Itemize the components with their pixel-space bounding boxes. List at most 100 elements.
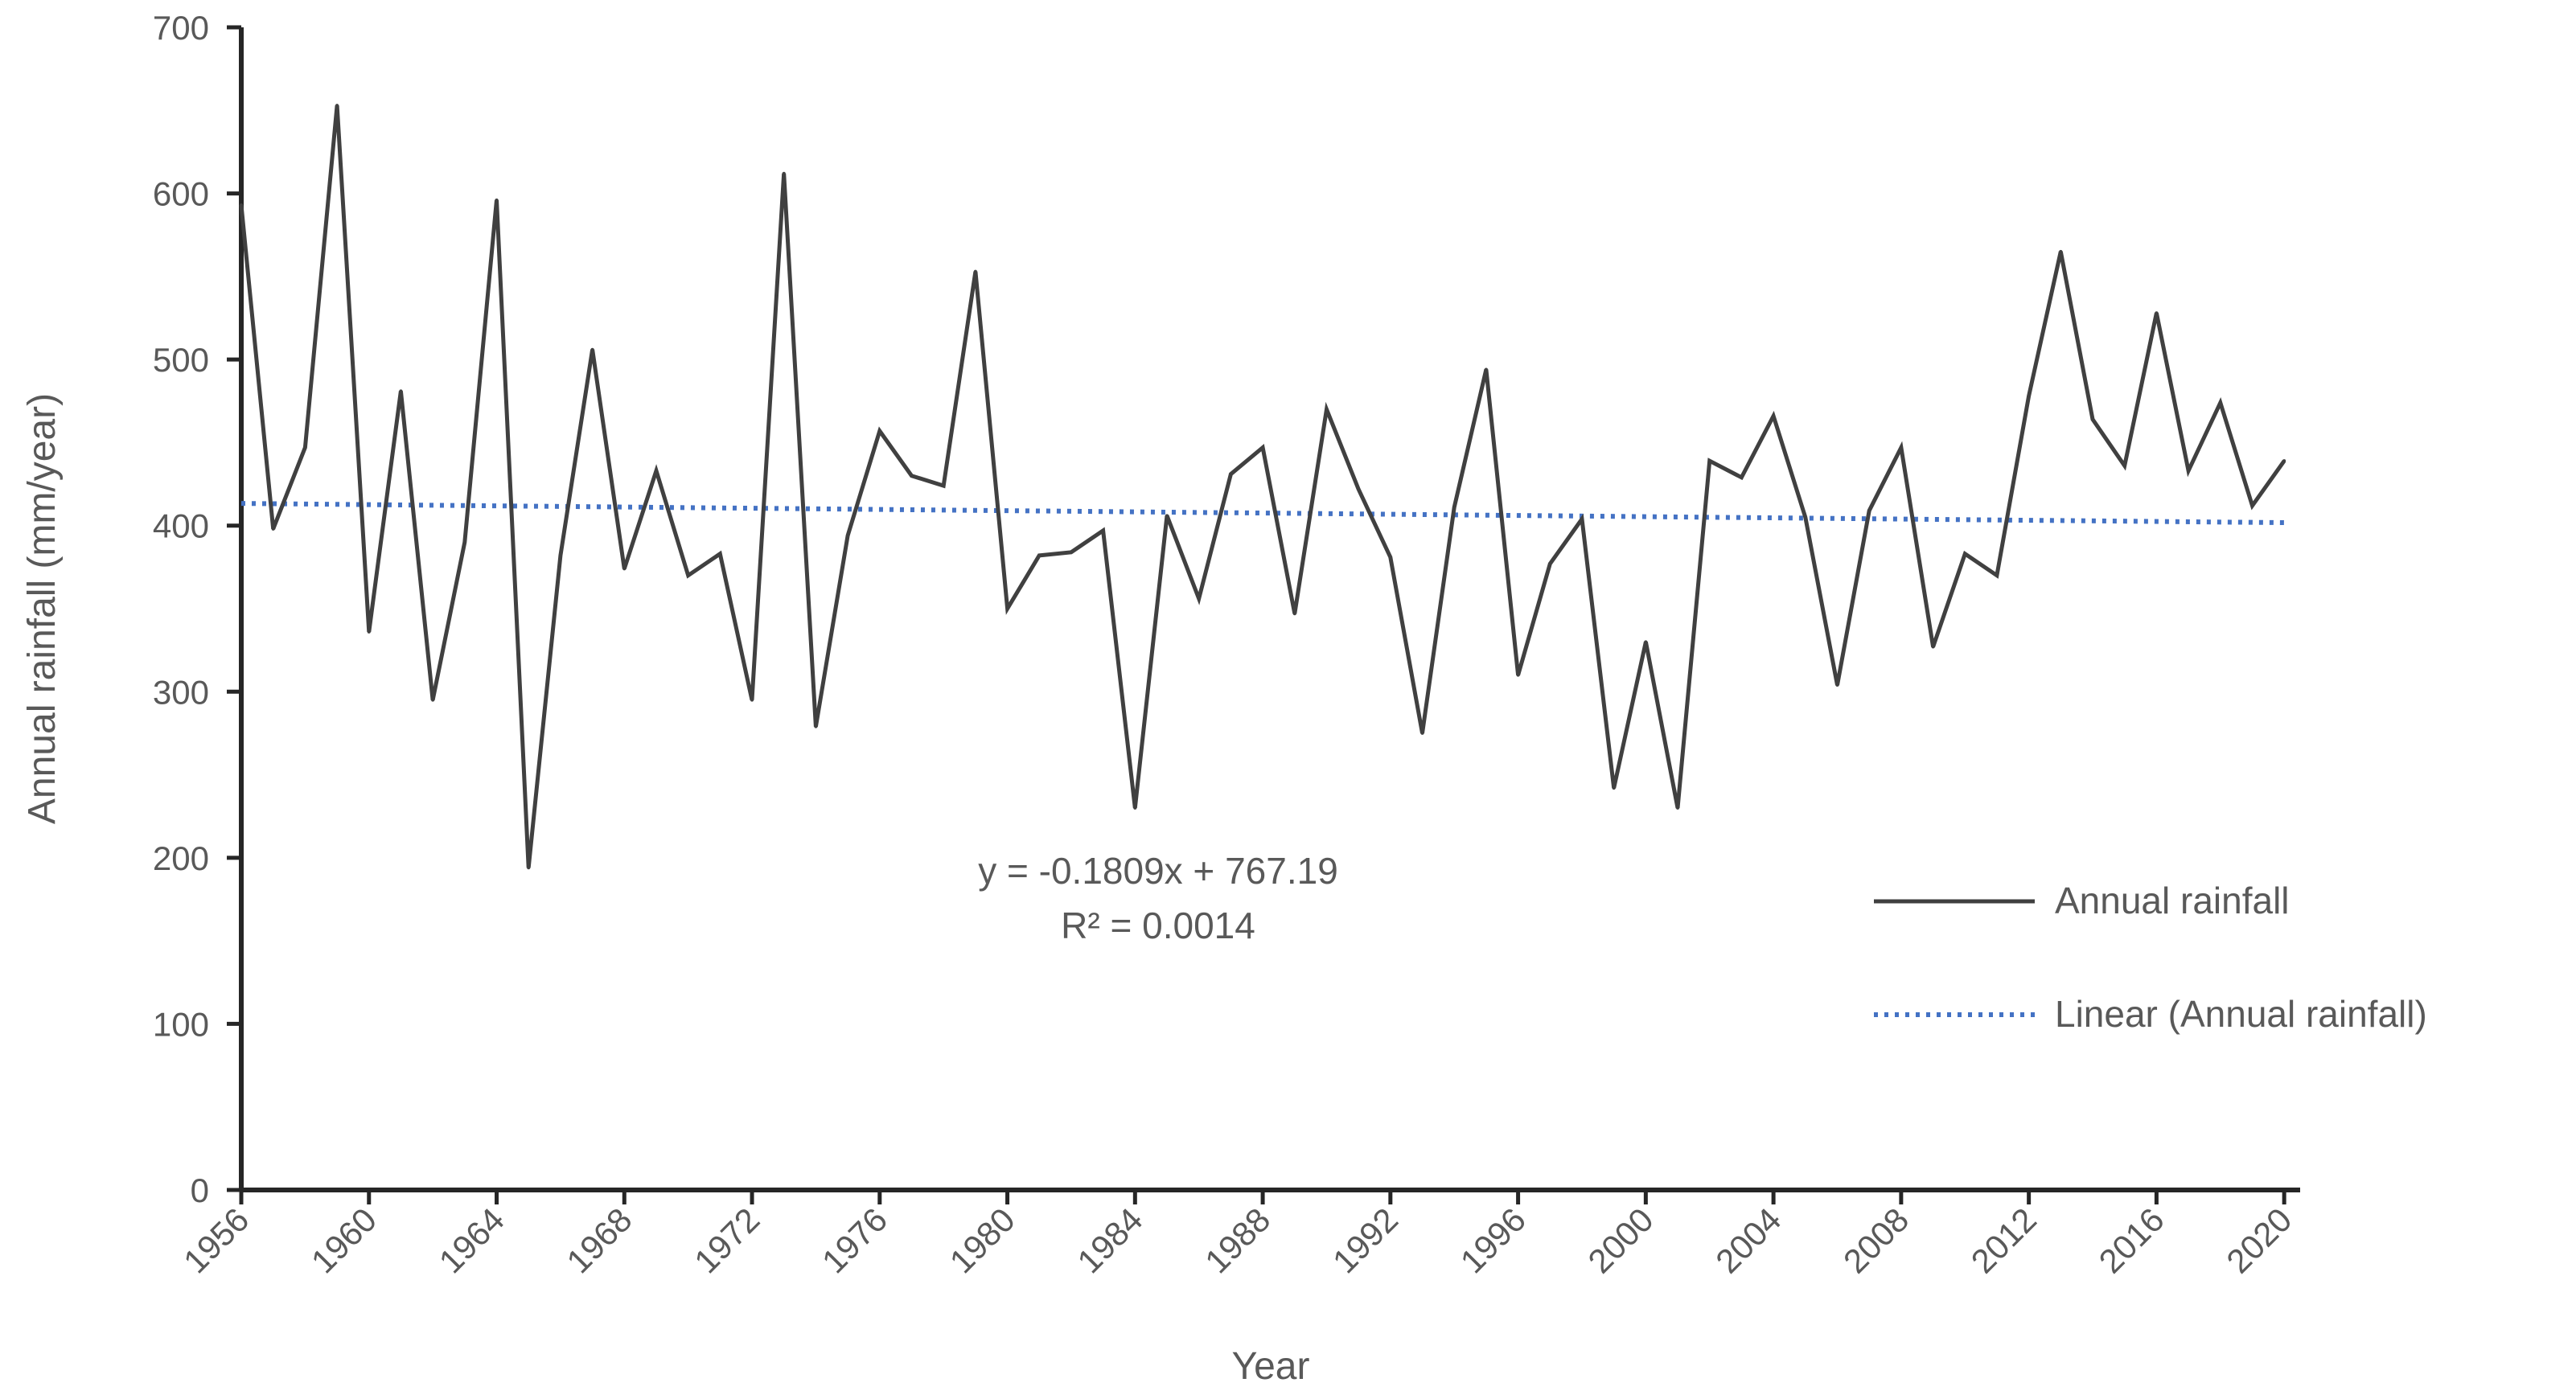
data-point — [2218, 400, 2222, 404]
data-point — [1580, 517, 1584, 521]
legend-label-annual-rainfall: Annual rainfall — [2055, 880, 2290, 921]
data-point — [1452, 505, 1456, 509]
data-point — [1229, 472, 1233, 476]
data-point — [1037, 553, 1041, 557]
data-point — [335, 104, 339, 108]
y-tick-label: 700 — [153, 9, 209, 47]
y-tick-label: 300 — [153, 673, 209, 711]
y-tick-label: 400 — [153, 507, 209, 545]
data-point — [910, 474, 914, 478]
x-tick-label: 1972 — [687, 1200, 766, 1280]
x-axis-title: Year — [1232, 1345, 1310, 1388]
data-point — [590, 347, 594, 351]
data-point — [1931, 645, 1935, 649]
data-point — [2187, 469, 2191, 473]
data-point — [2059, 249, 2063, 253]
data-point — [1484, 367, 1488, 371]
data-point — [271, 527, 275, 531]
data-point — [1612, 786, 1616, 790]
data-point — [1740, 475, 1744, 479]
data-point — [1963, 552, 1967, 556]
y-tick-label: 200 — [153, 839, 209, 877]
data-point — [1803, 515, 1807, 519]
data-point — [1835, 683, 1839, 687]
trendline-linear — [240, 501, 2285, 526]
data-point — [1548, 562, 1552, 566]
x-tick-label: 2012 — [1964, 1200, 2044, 1280]
data-point — [431, 698, 435, 702]
x-tick-label: 1988 — [1198, 1200, 1277, 1280]
x-tick-label: 2016 — [2091, 1200, 2171, 1280]
x-tick-label: 1980 — [943, 1200, 1022, 1280]
data-point — [1101, 528, 1105, 532]
data-point — [462, 540, 466, 544]
data-point — [622, 567, 627, 571]
x-tick-label: 2020 — [2219, 1200, 2299, 1280]
legend-label-linear-trend: Linear (Annual rainfall) — [2055, 993, 2427, 1035]
x-tick-label: 1996 — [1453, 1200, 1533, 1280]
data-point — [1899, 445, 1903, 449]
data-point — [942, 484, 946, 488]
data-point — [495, 198, 499, 202]
x-tick-label: 1964 — [432, 1200, 512, 1280]
data-point — [1707, 459, 1711, 463]
data-point — [846, 534, 850, 538]
x-tick-label: 1956 — [176, 1200, 256, 1280]
data-point — [654, 469, 658, 473]
data-point — [1772, 414, 1776, 418]
y-tick-label: 600 — [153, 175, 209, 213]
data-point — [2027, 394, 2031, 398]
data-point — [718, 552, 722, 556]
data-point — [973, 269, 977, 273]
data-point — [1325, 408, 1329, 412]
data-point — [2155, 311, 2159, 315]
data-point — [1644, 640, 1648, 644]
series-line-annual-rainfall — [239, 105, 2286, 868]
y-axis-title: Annual rainfall (mm/year) — [21, 393, 64, 824]
data-point — [367, 630, 371, 634]
data-point — [1292, 612, 1296, 616]
x-tick-label: 1984 — [1070, 1200, 1149, 1280]
data-point — [1516, 673, 1520, 677]
data-point — [1357, 487, 1361, 491]
y-axis-ticks: 0 100 200 300 400 500 600 700 — [153, 9, 241, 1209]
x-tick-label: 2000 — [1580, 1200, 1660, 1280]
data-point — [2091, 417, 2095, 421]
data-point — [2282, 459, 2286, 463]
data-point — [750, 698, 754, 702]
y-tick-label: 100 — [153, 1005, 209, 1043]
data-point — [527, 866, 531, 870]
x-axis-ticks: 1956 1960 1964 1968 1972 1976 1980 1984 1988 1992… — [176, 1190, 2299, 1280]
data-point — [558, 553, 562, 557]
legend: Annual rainfall Linear (Annual rainfall) — [1874, 880, 2427, 1035]
data-point — [1676, 806, 1680, 810]
data-point — [1133, 806, 1137, 810]
data-point — [2250, 503, 2254, 507]
x-tick-label: 2008 — [1836, 1200, 1916, 1280]
data-point — [1420, 731, 1424, 735]
data-point — [240, 203, 243, 207]
y-tick-label: 0 — [191, 1171, 209, 1209]
data-point — [1388, 555, 1392, 559]
x-tick-label: 2004 — [1708, 1200, 1788, 1280]
series-layer — [239, 104, 2286, 870]
x-tick-label: 1976 — [815, 1200, 894, 1280]
trend-r-squared: R² = 0.0014 — [1061, 905, 1255, 946]
data-point — [1197, 597, 1201, 601]
x-tick-label: 1968 — [559, 1200, 639, 1280]
data-point — [877, 429, 881, 433]
data-point — [1165, 514, 1169, 518]
data-point — [686, 573, 690, 577]
data-point — [303, 445, 307, 449]
data-point — [1261, 445, 1265, 449]
data-point — [399, 389, 403, 393]
y-tick-label: 500 — [153, 341, 209, 379]
data-point — [1867, 509, 1871, 513]
data-point — [814, 724, 818, 728]
data-point — [1005, 607, 1009, 610]
trend-equation: y = -0.1809x + 767.19 — [978, 850, 1338, 892]
data-point — [2122, 464, 2126, 468]
data-point — [1995, 573, 1999, 577]
x-tick-label: 1992 — [1325, 1200, 1405, 1280]
